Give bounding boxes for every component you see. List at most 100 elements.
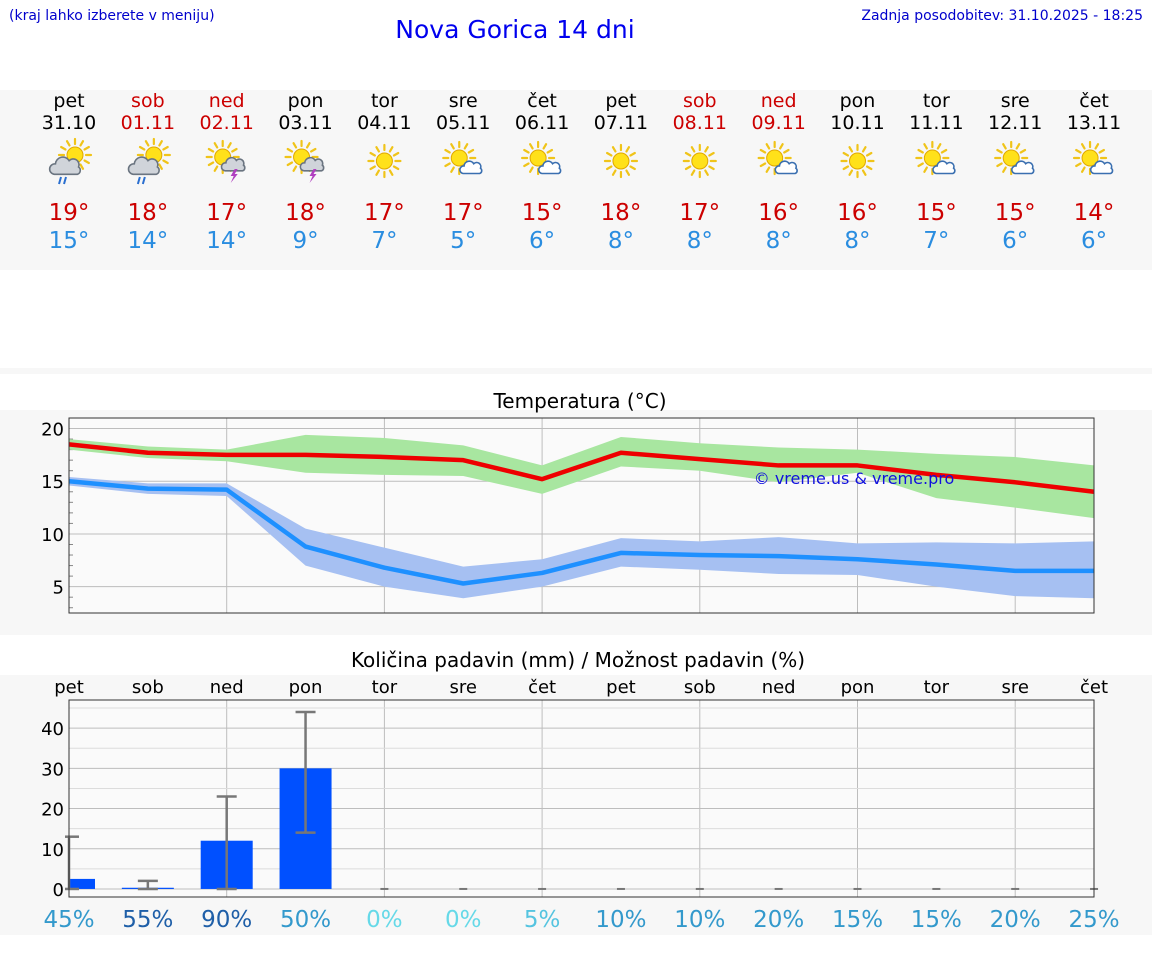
day-of-week: sob: [683, 90, 717, 112]
precipitation-probability: 50%: [280, 907, 331, 933]
min-temperature: 14°: [127, 228, 168, 254]
sun-cloud-thunder-icon: [205, 139, 246, 183]
max-temperature: 18°: [601, 200, 642, 226]
max-temperature: 17°: [364, 200, 405, 226]
max-temperature: 15°: [916, 200, 957, 226]
temperature-y-tick: 10: [41, 525, 64, 546]
sun-icon: [367, 143, 402, 179]
sun-icon: [682, 143, 717, 179]
day-of-week: pet: [53, 90, 84, 112]
min-temperature: 8°: [687, 228, 713, 254]
sun-small-cloud-icon: [994, 140, 1035, 176]
location-hint: (kraj lahko izberete v meniju): [9, 8, 215, 24]
sun-cloud-thunder-icon: [284, 139, 325, 183]
max-temperature: 18°: [285, 200, 326, 226]
sun-small-cloud-icon: [1072, 140, 1114, 176]
precipitation-probability: 15%: [832, 907, 883, 933]
precipitation-probability: 25%: [1068, 907, 1119, 933]
max-temperature: 19°: [49, 200, 90, 226]
sun-cloud-rain-icon: [48, 137, 93, 185]
day-of-week: pon: [288, 90, 324, 112]
max-temperature: 17°: [679, 200, 720, 226]
sun-small-cloud-icon: [757, 140, 798, 176]
precipitation-x-label: pet: [54, 677, 84, 698]
day-of-week: sre: [1001, 90, 1030, 112]
precipitation-plot-frame: [68, 699, 1095, 898]
precipitation-x-label: sre: [450, 677, 477, 698]
sun-icon: [840, 143, 875, 179]
max-temperature: 18°: [127, 200, 168, 226]
precipitation-probability: 55%: [122, 907, 173, 933]
precipitation-probability: 20%: [990, 907, 1041, 933]
min-temperature: 7°: [923, 228, 949, 254]
min-temperature: 15°: [49, 228, 90, 254]
page-title: Nova Gorica 14 dni: [395, 15, 635, 44]
temperature-y-tick: 20: [41, 420, 64, 441]
precipitation-probability: 90%: [201, 907, 252, 933]
day-of-week: sre: [449, 90, 478, 112]
precipitation-x-label: ned: [762, 677, 796, 698]
precipitation-x-label: čet: [1080, 677, 1108, 698]
precipitation-probability: 20%: [753, 907, 804, 933]
day-date: 11.11: [909, 112, 963, 134]
precipitation-x-label: sre: [1001, 677, 1028, 698]
min-temperature: 6°: [529, 228, 555, 254]
precipitation-x-label: pon: [289, 677, 323, 698]
precipitation-x-label: čet: [528, 677, 556, 698]
precipitation-probability: 15%: [911, 907, 962, 933]
min-temperature: 7°: [371, 228, 397, 254]
last-update: Zadnja posodobitev: 31.10.2025 - 18:25: [861, 8, 1143, 24]
min-temperature: 14°: [206, 228, 247, 254]
min-temperature: 8°: [766, 228, 792, 254]
day-of-week: čet: [527, 90, 557, 112]
day-of-week: pet: [605, 90, 636, 112]
precipitation-y-tick: 0: [53, 880, 64, 901]
sun-small-cloud-icon: [915, 140, 956, 176]
day-of-week: tor: [923, 90, 950, 112]
watermark: © vreme.us & vreme.pro: [754, 469, 955, 488]
sun-cloud-rain-icon: [127, 137, 171, 185]
day-date: 10.11: [830, 112, 884, 134]
day-of-week: ned: [209, 90, 245, 112]
precipitation-x-label: sob: [132, 677, 164, 698]
min-temperature: 8°: [608, 228, 634, 254]
day-date: 07.11: [594, 112, 648, 134]
day-date: 13.11: [1067, 112, 1121, 134]
day-of-week: pon: [840, 90, 876, 112]
max-temperature: 17°: [443, 200, 484, 226]
day-of-week: tor: [371, 90, 398, 112]
min-temperature: 9°: [292, 228, 318, 254]
min-temperature: 6°: [1081, 228, 1107, 254]
max-temperature: 15°: [995, 200, 1036, 226]
precipitation-x-label: ned: [210, 677, 244, 698]
max-temperature-line: [68, 442, 1095, 495]
precipitation-bar: [69, 878, 95, 889]
precipitation-y-tick: 40: [41, 719, 64, 740]
max-temperature: 15°: [522, 200, 563, 226]
temperature-chart-title: Temperatura (°C): [492, 389, 666, 413]
forecast-band: [0, 90, 1152, 270]
min-temperature-range-band: [69, 477, 1095, 599]
day-date: 31.10: [42, 112, 96, 134]
precipitation-x-label: pon: [841, 677, 875, 698]
day-date: 01.11: [121, 112, 175, 134]
sun-small-cloud-icon: [520, 140, 562, 176]
temperature-y-tick: 15: [41, 472, 64, 493]
day-date: 05.11: [436, 112, 490, 134]
precipitation-x-label: sob: [684, 677, 716, 698]
max-temperature: 16°: [758, 200, 799, 226]
day-of-week: čet: [1079, 90, 1109, 112]
min-temperature: 8°: [844, 228, 870, 254]
precipitation-x-label: pet: [606, 677, 636, 698]
max-temperature: 14°: [1074, 200, 1115, 226]
day-date: 12.11: [988, 112, 1042, 134]
day-date: 09.11: [751, 112, 805, 134]
sun-icon: [603, 143, 639, 179]
precipitation-y-tick: 30: [41, 759, 64, 780]
temperature-y-tick: 5: [53, 578, 64, 599]
min-temperature-line: [68, 479, 1095, 586]
precipitation-chart-title: Količina padavin (mm) / Možnost padavin …: [351, 648, 805, 672]
precipitation-probability: 45%: [43, 907, 94, 933]
day-date: 02.11: [199, 112, 253, 134]
